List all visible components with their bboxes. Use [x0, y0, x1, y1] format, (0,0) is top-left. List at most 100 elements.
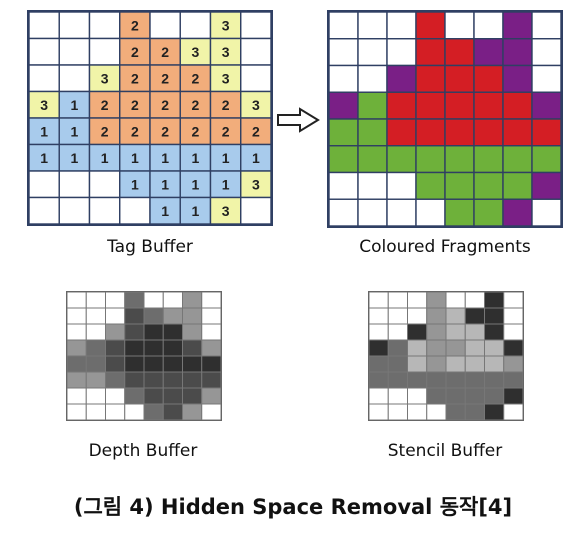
grid-cell	[473, 145, 504, 174]
grid-cell	[464, 403, 485, 420]
grid-cell	[357, 91, 388, 120]
grid-cell	[329, 12, 359, 40]
grid-cell	[473, 118, 504, 147]
tag-value: 2	[161, 123, 169, 139]
tag-value: 2	[222, 123, 230, 139]
tag-buffer-label: Tag Buffer	[107, 237, 193, 257]
grid-cell	[67, 292, 87, 309]
grid-cell	[464, 387, 485, 405]
tag-value: 1	[131, 176, 139, 192]
grid-cell	[182, 371, 203, 389]
grid-cell	[484, 323, 505, 341]
tag-value: 3	[252, 176, 260, 192]
grid-cell	[484, 387, 505, 405]
grid-cell	[415, 118, 446, 147]
grid-cell	[329, 171, 359, 200]
grid-cell	[143, 339, 164, 357]
grid-cell	[407, 387, 428, 405]
tag-value: 2	[131, 70, 139, 86]
grid-cell	[105, 355, 126, 373]
grid-cell	[407, 355, 428, 373]
grid-cell	[29, 12, 60, 40]
grid-cell	[162, 387, 183, 405]
tag-value: 1	[70, 97, 78, 113]
grid-cell	[445, 387, 466, 405]
grid-cell: 1	[149, 170, 181, 199]
tag-value: 2	[131, 44, 139, 60]
grid-cell	[201, 403, 221, 420]
grid-cell	[531, 12, 561, 40]
grid-cell	[88, 170, 121, 199]
grid-cell	[387, 307, 408, 325]
grid-cell	[484, 292, 505, 309]
grid-cell	[387, 387, 408, 405]
grid-cell	[484, 355, 505, 373]
grid-cell: 1	[58, 143, 91, 172]
grid-cell	[531, 145, 561, 174]
tag-value: 1	[161, 150, 169, 166]
tag-value: 2	[252, 123, 260, 139]
grid-cell	[162, 307, 183, 325]
grid-cell	[387, 403, 408, 420]
grid-cell: 3	[240, 90, 271, 119]
grid-cell	[29, 37, 60, 66]
grid-cell	[503, 371, 523, 389]
grid-cell	[162, 292, 183, 309]
grid-cell	[124, 339, 145, 357]
grid-cell	[369, 387, 389, 405]
figure-caption: (그림 4) Hidden Space Removal 동작[4]	[73, 495, 513, 519]
grid-cell	[201, 355, 221, 373]
grid-cell: 1	[149, 196, 181, 224]
grid-cell	[201, 339, 221, 357]
grid-cell	[105, 323, 126, 341]
grid-cell	[407, 307, 428, 325]
grid-cell	[67, 339, 87, 357]
grid-cell	[387, 323, 408, 341]
grid-cell	[415, 198, 446, 226]
depth-buffer-grid	[66, 291, 222, 421]
grid-cell	[240, 12, 271, 40]
grid-cell: 1	[179, 143, 212, 172]
grid-cell	[531, 38, 561, 67]
grid-cell	[124, 371, 145, 389]
grid-cell	[407, 292, 428, 309]
grid-cell: 2	[149, 90, 181, 119]
grid-cell: 1	[119, 170, 151, 199]
tag-value: 2	[161, 70, 169, 86]
depth-buffer-cells	[67, 292, 221, 420]
grid-cell	[445, 292, 466, 309]
grid-cell	[444, 145, 475, 174]
tag-value: 2	[131, 123, 139, 139]
tag-value: 1	[40, 123, 48, 139]
grid-cell	[369, 355, 389, 373]
grid-cell: 1	[179, 170, 212, 199]
grid-cell	[124, 323, 145, 341]
grid-cell	[387, 339, 408, 357]
grid-cell: 1	[29, 117, 60, 146]
grid-cell	[240, 196, 271, 224]
grid-cell	[503, 292, 523, 309]
grid-cell	[369, 339, 389, 357]
grid-cell: 1	[58, 117, 91, 146]
grid-cell	[29, 170, 60, 199]
grid-cell	[329, 198, 359, 226]
grid-cell	[201, 387, 221, 405]
tag-value: 1	[131, 150, 139, 166]
grid-cell	[426, 323, 447, 341]
grid-cell	[386, 145, 417, 174]
grid-cell	[503, 403, 523, 420]
grid-cell	[503, 339, 523, 357]
grid-cell: 2	[119, 37, 151, 66]
grid-cell	[464, 323, 485, 341]
grid-cell	[426, 387, 447, 405]
grid-cell	[387, 355, 408, 373]
grid-cell	[444, 12, 475, 40]
stencil-buffer-label: Stencil Buffer	[387, 441, 503, 461]
tag-value: 3	[40, 97, 48, 113]
grid-cell	[143, 323, 164, 341]
tag-value: 2	[101, 123, 109, 139]
grid-cell	[415, 145, 446, 174]
grid-cell	[143, 403, 164, 420]
grid-cell	[502, 38, 533, 67]
grid-cell: 2	[119, 64, 151, 93]
